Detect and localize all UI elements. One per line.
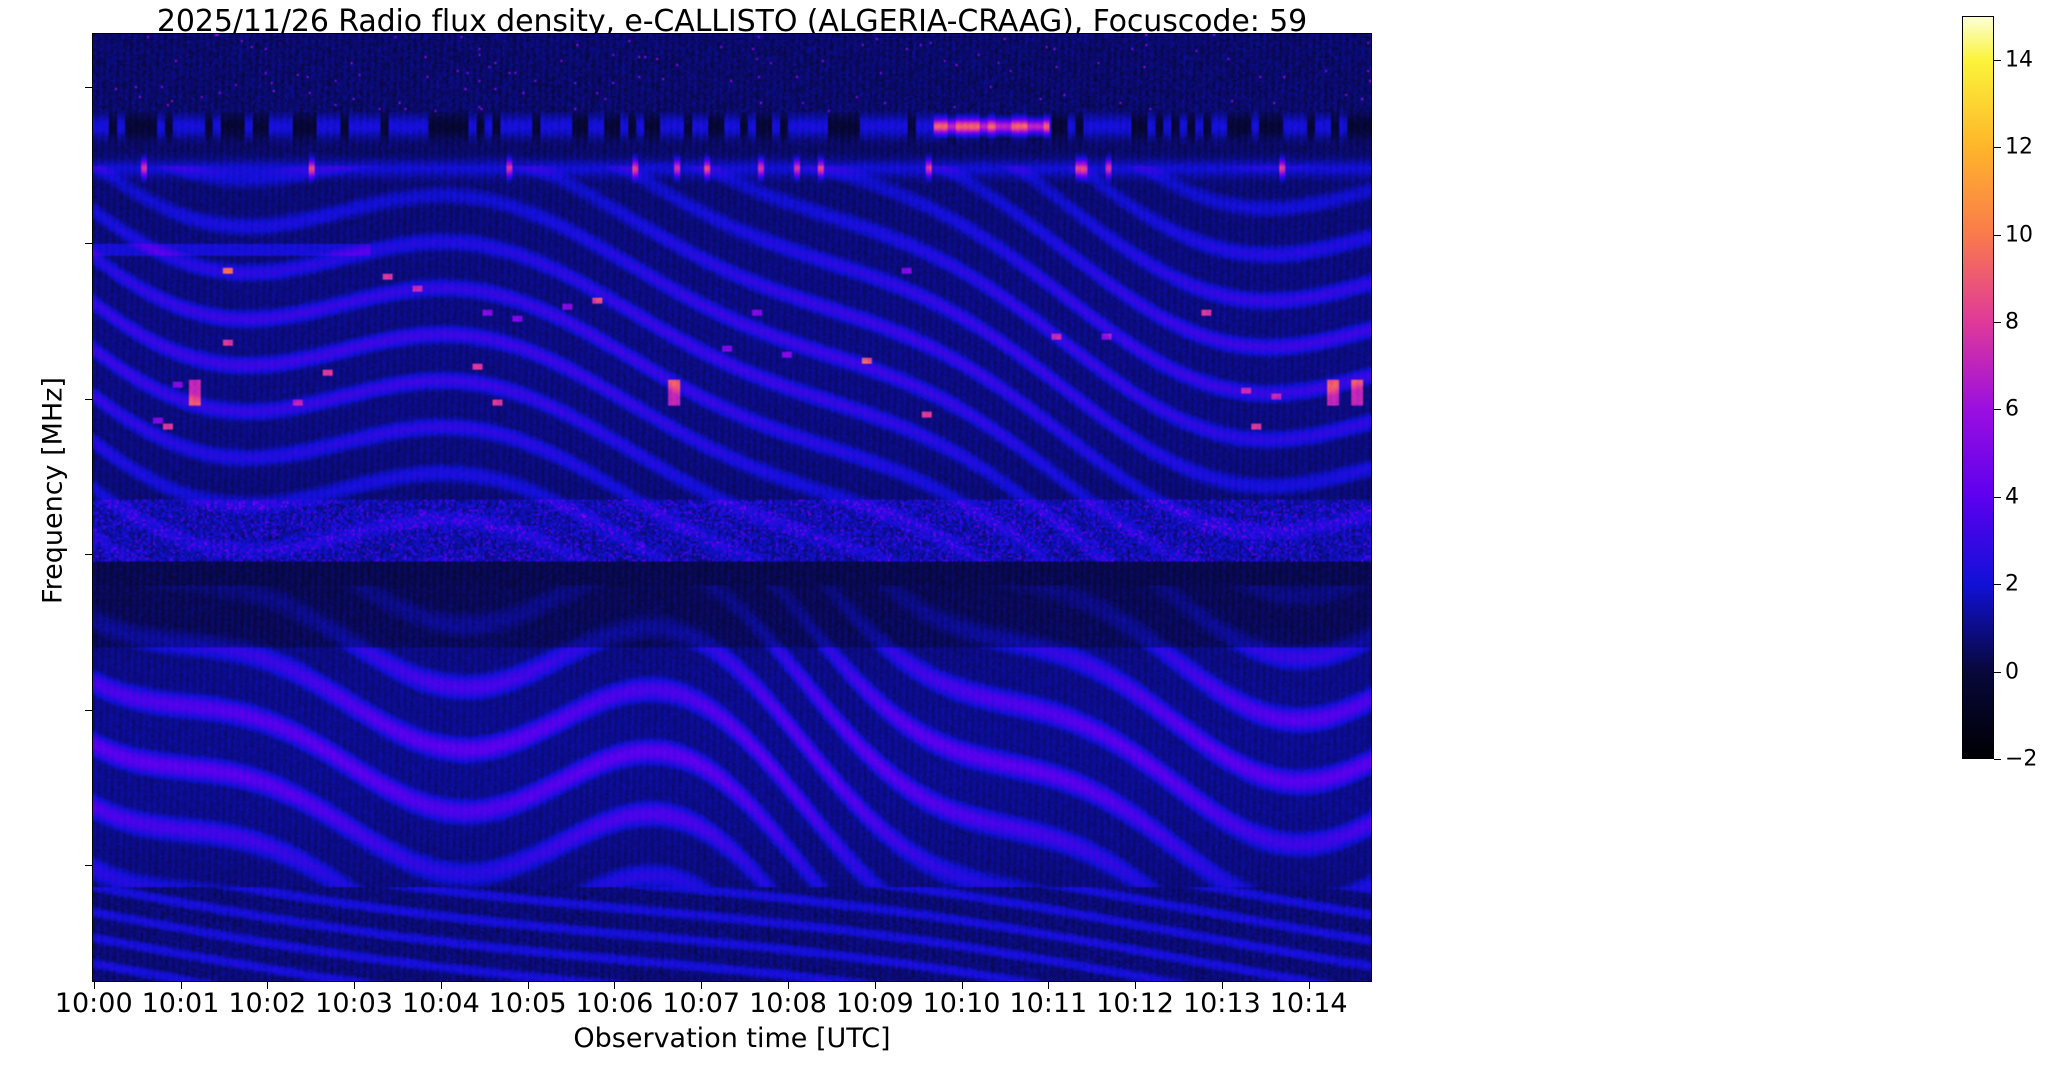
x-tick-label: 10:11: [1009, 988, 1088, 1019]
x-tick-mark: [787, 982, 789, 989]
x-tick-mark: [1221, 982, 1223, 989]
colorbar-tick-label: 14: [2005, 47, 2033, 73]
colorbar-tick-label: 6: [2005, 396, 2019, 422]
colorbar-gradient: [1963, 17, 1993, 758]
x-tick-label: 10:07: [662, 988, 741, 1019]
x-tick-label: 10:01: [141, 988, 220, 1019]
x-tick-label: 10:03: [315, 988, 393, 1019]
colorbar-tick-mark: [1994, 759, 2001, 760]
y-tick-mark: [85, 865, 92, 867]
colorbar-tick-mark: [1994, 59, 2001, 61]
spectrogram-image: [93, 34, 1371, 981]
x-tick-label: 10:06: [575, 988, 654, 1019]
colorbar-tick-mark: [1994, 234, 2001, 236]
colorbar-tick-mark: [1994, 584, 2001, 586]
colorbar-tick-mark: [1994, 321, 2001, 323]
x-axis-label: Observation time [UTC]: [573, 1023, 891, 1054]
x-tick-mark: [874, 982, 876, 989]
y-tick-mark: [85, 398, 92, 400]
y-tick-mark: [85, 87, 92, 89]
x-tick-mark: [1048, 982, 1050, 989]
x-tick-label: 10:09: [835, 988, 914, 1019]
x-tick-label: 10:00: [54, 988, 133, 1019]
colorbar-tick-label: 12: [2005, 134, 2033, 160]
x-tick-label: 10:04: [401, 988, 480, 1019]
spectrogram-axes[interactable]: [92, 33, 1372, 982]
x-tick-label: 10:10: [922, 988, 1001, 1019]
colorbar-tick-mark: [1994, 409, 2001, 411]
x-tick-label: 10:14: [1269, 988, 1348, 1019]
colorbar[interactable]: [1962, 16, 1994, 759]
y-tick-mark: [85, 243, 92, 245]
y-tick-mark: [85, 709, 92, 711]
x-tick-mark: [267, 982, 269, 989]
x-tick-mark: [527, 982, 529, 989]
x-tick-label: 10:08: [749, 988, 827, 1019]
colorbar-tick-mark: [1994, 147, 2001, 149]
colorbar-tick-label: 10: [2005, 222, 2033, 248]
x-tick-mark: [961, 982, 963, 989]
colorbar-tick-mark: [1994, 496, 2001, 498]
x-tick-mark: [701, 982, 703, 989]
x-tick-label: 10:02: [228, 988, 307, 1019]
colorbar-tick-label: 2: [2005, 571, 2019, 597]
y-axis-label: Frequency [MHz]: [37, 377, 69, 604]
x-tick-label: 10:05: [488, 988, 567, 1019]
x-tick-mark: [440, 982, 442, 989]
x-tick-mark: [1308, 982, 1310, 989]
y-tick-mark: [85, 554, 92, 556]
colorbar-tick-mark: [1994, 671, 2001, 673]
colorbar-tick-label: 8: [2005, 309, 2019, 335]
x-tick-label: 10:13: [1182, 988, 1261, 1019]
colorbar-tick-label: −2: [2005, 746, 2038, 772]
colorbar-tick-label: 0: [2005, 659, 2019, 685]
x-tick-mark: [93, 982, 95, 989]
colorbar-tick-label: 4: [2005, 484, 2019, 510]
x-tick-label: 10:12: [1096, 988, 1174, 1019]
x-tick-mark: [614, 982, 616, 989]
x-tick-mark: [180, 982, 182, 989]
x-tick-mark: [1135, 982, 1137, 989]
x-tick-mark: [354, 982, 356, 989]
